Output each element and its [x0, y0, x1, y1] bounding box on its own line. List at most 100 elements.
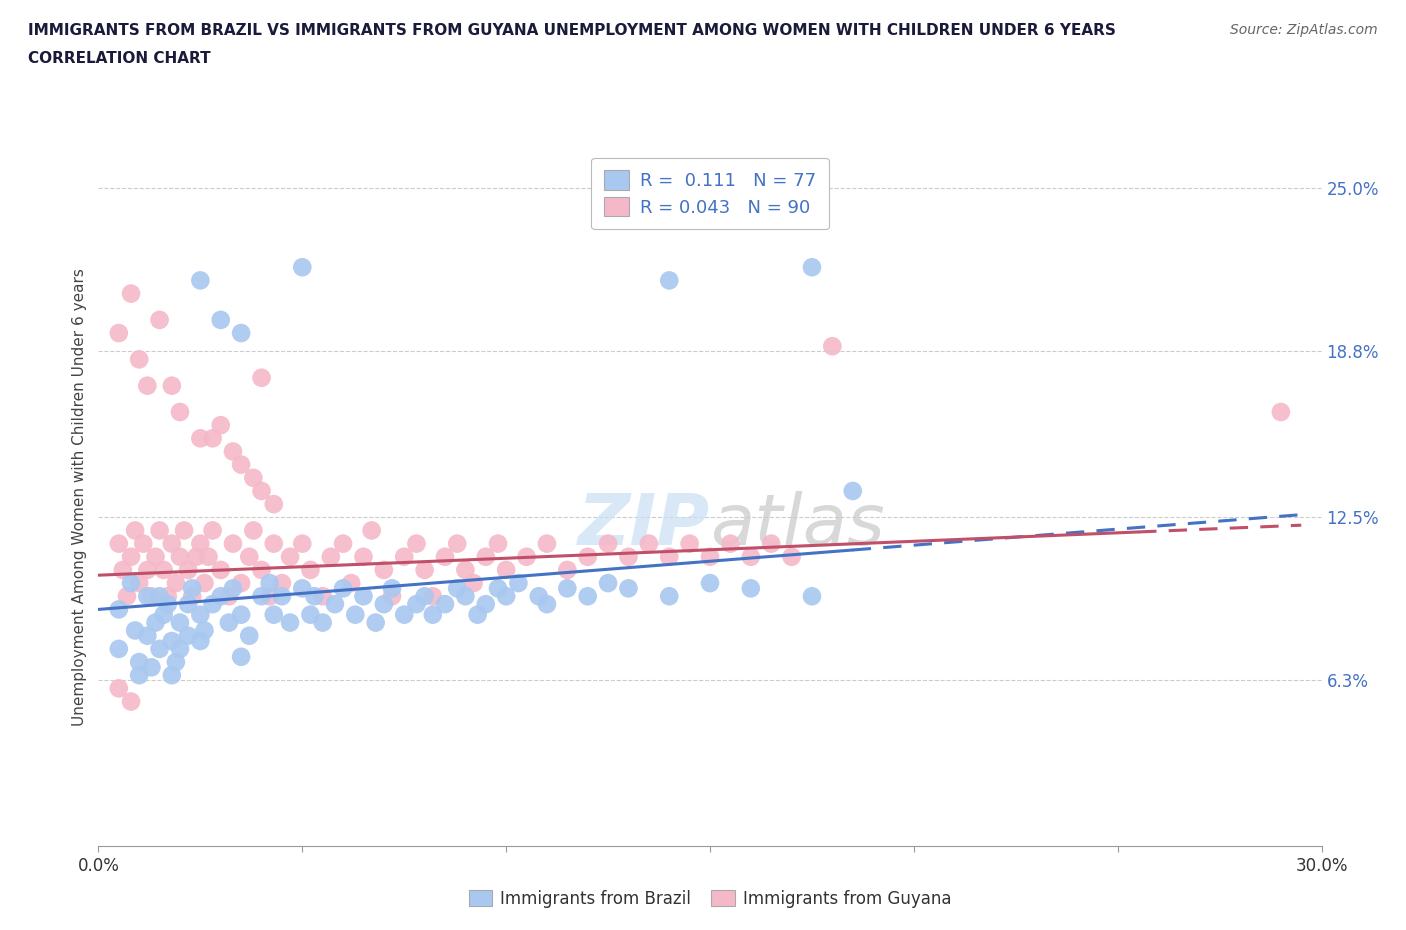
Point — [120, 694, 142, 709]
Point — [222, 581, 245, 596]
Point — [761, 537, 783, 551]
Point — [124, 523, 146, 538]
Text: CORRELATION CHART: CORRELATION CHART — [28, 51, 211, 66]
Point — [250, 370, 273, 385]
Point — [128, 668, 150, 683]
Point — [340, 576, 363, 591]
Point — [446, 537, 468, 551]
Point — [250, 484, 273, 498]
Point — [373, 597, 395, 612]
Point — [188, 431, 212, 445]
Point — [463, 576, 485, 591]
Point — [291, 581, 314, 596]
Point — [841, 484, 863, 498]
Point — [128, 352, 150, 366]
Point — [149, 589, 172, 604]
Point — [231, 326, 253, 340]
Point — [555, 581, 579, 596]
Point — [508, 576, 530, 591]
Point — [291, 537, 314, 551]
Y-axis label: Unemployment Among Women with Children Under 6 years: Unemployment Among Women with Children U… — [72, 269, 87, 726]
Point — [152, 607, 174, 622]
Point — [197, 550, 219, 565]
Point — [120, 286, 142, 301]
Point — [780, 550, 803, 565]
Point — [120, 576, 142, 591]
Point — [495, 589, 517, 604]
Point — [413, 589, 436, 604]
Point — [136, 629, 159, 644]
Point — [319, 550, 342, 565]
Point — [434, 597, 457, 612]
Point — [312, 589, 335, 604]
Point — [169, 405, 191, 419]
Point — [360, 523, 382, 538]
Point — [222, 537, 245, 551]
Point — [413, 563, 436, 578]
Point — [231, 576, 253, 591]
Point — [169, 615, 191, 630]
Point — [392, 550, 416, 565]
Point — [188, 537, 212, 551]
Point — [474, 597, 498, 612]
Point — [160, 379, 183, 393]
Point — [132, 537, 155, 551]
Point — [242, 471, 264, 485]
Point — [1270, 405, 1292, 419]
Point — [201, 431, 224, 445]
Point — [323, 597, 346, 612]
Point — [108, 681, 131, 696]
Text: atlas: atlas — [710, 491, 884, 560]
Point — [259, 589, 281, 604]
Point — [740, 581, 762, 596]
Point — [718, 537, 742, 551]
Point — [304, 589, 326, 604]
Point — [446, 581, 468, 596]
Point — [186, 550, 208, 565]
Point — [111, 563, 134, 578]
Point — [486, 537, 509, 551]
Point — [278, 615, 301, 630]
Point — [124, 623, 146, 638]
Point — [160, 668, 183, 683]
Point — [352, 550, 374, 565]
Point — [181, 581, 204, 596]
Point — [156, 597, 179, 612]
Point — [181, 589, 204, 604]
Point — [218, 589, 240, 604]
Point — [136, 589, 159, 604]
Point — [486, 581, 509, 596]
Point — [381, 589, 404, 604]
Point — [160, 633, 183, 648]
Point — [364, 615, 387, 630]
Point — [270, 589, 294, 604]
Point — [156, 589, 179, 604]
Point — [160, 537, 183, 551]
Point — [658, 550, 681, 565]
Point — [165, 576, 187, 591]
Text: IMMIGRANTS FROM BRAZIL VS IMMIGRANTS FROM GUYANA UNEMPLOYMENT AMONG WOMEN WITH C: IMMIGRANTS FROM BRAZIL VS IMMIGRANTS FRO… — [28, 23, 1116, 38]
Point — [617, 581, 640, 596]
Point — [108, 602, 131, 617]
Point — [173, 523, 195, 538]
Point — [177, 629, 200, 644]
Point — [332, 537, 354, 551]
Point — [188, 607, 212, 622]
Point — [141, 589, 163, 604]
Point — [454, 563, 477, 578]
Point — [555, 563, 579, 578]
Point — [263, 607, 285, 622]
Point — [188, 633, 212, 648]
Point — [516, 550, 538, 565]
Point — [699, 550, 721, 565]
Point — [238, 550, 260, 565]
Legend: Immigrants from Brazil, Immigrants from Guyana: Immigrants from Brazil, Immigrants from … — [463, 884, 957, 915]
Point — [658, 273, 681, 288]
Point — [332, 581, 354, 596]
Point — [238, 629, 260, 644]
Point — [128, 655, 150, 670]
Point — [422, 589, 444, 604]
Point — [149, 312, 172, 327]
Point — [679, 537, 702, 551]
Point — [263, 537, 285, 551]
